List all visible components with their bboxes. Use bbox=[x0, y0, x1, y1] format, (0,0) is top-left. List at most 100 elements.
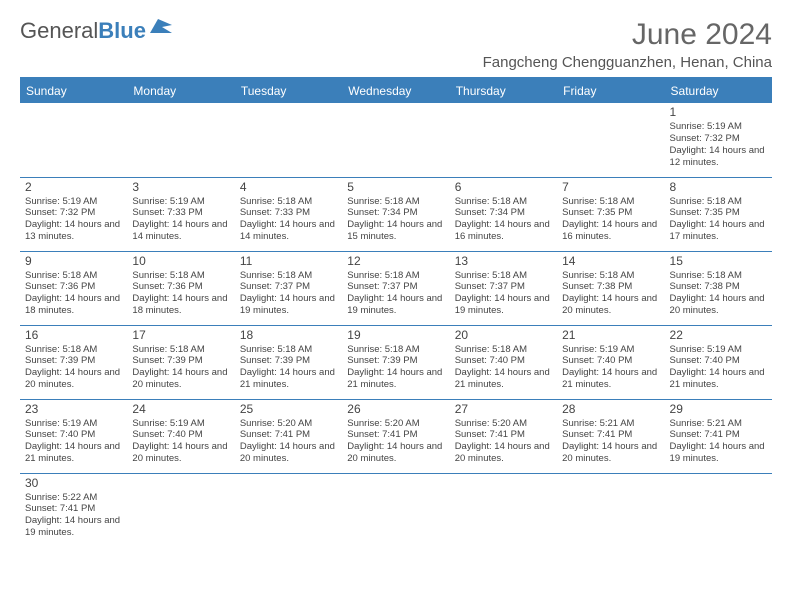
sunrise-line: Sunrise: 5:19 AM bbox=[562, 344, 659, 356]
daylight-line: Daylight: 14 hours and 18 minutes. bbox=[25, 293, 122, 317]
daylight-line: Daylight: 14 hours and 20 minutes. bbox=[25, 367, 122, 391]
calendar-cell: 30Sunrise: 5:22 AMSunset: 7:41 PMDayligh… bbox=[20, 473, 127, 547]
calendar-cell bbox=[342, 103, 449, 177]
day-number: 19 bbox=[347, 328, 444, 343]
sunrise-line: Sunrise: 5:18 AM bbox=[240, 196, 337, 208]
sunrise-line: Sunrise: 5:18 AM bbox=[562, 196, 659, 208]
daylight-line: Daylight: 14 hours and 20 minutes. bbox=[455, 441, 552, 465]
calendar-row: 30Sunrise: 5:22 AMSunset: 7:41 PMDayligh… bbox=[20, 473, 772, 547]
sunset-line: Sunset: 7:33 PM bbox=[240, 207, 337, 219]
daylight-line: Daylight: 14 hours and 21 minutes. bbox=[670, 367, 767, 391]
day-number: 8 bbox=[670, 180, 767, 195]
day-number: 18 bbox=[240, 328, 337, 343]
daylight-line: Daylight: 14 hours and 21 minutes. bbox=[240, 367, 337, 391]
calendar-cell: 20Sunrise: 5:18 AMSunset: 7:40 PMDayligh… bbox=[450, 325, 557, 399]
day-number: 14 bbox=[562, 254, 659, 269]
sunset-line: Sunset: 7:32 PM bbox=[25, 207, 122, 219]
title-block: June 2024 Fangcheng Chengguanzhen, Henan… bbox=[483, 18, 772, 71]
calendar-cell: 21Sunrise: 5:19 AMSunset: 7:40 PMDayligh… bbox=[557, 325, 664, 399]
daylight-line: Daylight: 14 hours and 20 minutes. bbox=[562, 441, 659, 465]
day-number: 23 bbox=[25, 402, 122, 417]
day-number: 22 bbox=[670, 328, 767, 343]
daylight-line: Daylight: 14 hours and 19 minutes. bbox=[25, 515, 122, 539]
daylight-line: Daylight: 14 hours and 20 minutes. bbox=[347, 441, 444, 465]
sunrise-line: Sunrise: 5:18 AM bbox=[455, 344, 552, 356]
calendar-cell: 16Sunrise: 5:18 AMSunset: 7:39 PMDayligh… bbox=[20, 325, 127, 399]
sunset-line: Sunset: 7:37 PM bbox=[347, 281, 444, 293]
day-number: 15 bbox=[670, 254, 767, 269]
daylight-line: Daylight: 14 hours and 20 minutes. bbox=[562, 293, 659, 317]
calendar-cell: 11Sunrise: 5:18 AMSunset: 7:37 PMDayligh… bbox=[235, 251, 342, 325]
flag-icon bbox=[150, 15, 176, 41]
sunrise-line: Sunrise: 5:18 AM bbox=[25, 270, 122, 282]
calendar-cell bbox=[557, 473, 664, 547]
sunset-line: Sunset: 7:33 PM bbox=[132, 207, 229, 219]
daylight-line: Daylight: 14 hours and 21 minutes. bbox=[455, 367, 552, 391]
sunset-line: Sunset: 7:34 PM bbox=[347, 207, 444, 219]
calendar-cell: 1Sunrise: 5:19 AMSunset: 7:32 PMDaylight… bbox=[665, 103, 772, 177]
day-number: 10 bbox=[132, 254, 229, 269]
day-number: 17 bbox=[132, 328, 229, 343]
calendar-cell: 4Sunrise: 5:18 AMSunset: 7:33 PMDaylight… bbox=[235, 177, 342, 251]
daylight-line: Daylight: 14 hours and 17 minutes. bbox=[670, 219, 767, 243]
daylight-line: Daylight: 14 hours and 19 minutes. bbox=[455, 293, 552, 317]
calendar-cell: 5Sunrise: 5:18 AMSunset: 7:34 PMDaylight… bbox=[342, 177, 449, 251]
sunrise-line: Sunrise: 5:18 AM bbox=[240, 344, 337, 356]
weekday-header: Sunday bbox=[20, 78, 127, 103]
calendar-cell bbox=[342, 473, 449, 547]
sunset-line: Sunset: 7:41 PM bbox=[25, 503, 122, 515]
calendar-cell bbox=[450, 103, 557, 177]
sunset-line: Sunset: 7:40 PM bbox=[670, 355, 767, 367]
calendar-cell: 26Sunrise: 5:20 AMSunset: 7:41 PMDayligh… bbox=[342, 399, 449, 473]
calendar-cell: 23Sunrise: 5:19 AMSunset: 7:40 PMDayligh… bbox=[20, 399, 127, 473]
calendar-cell: 22Sunrise: 5:19 AMSunset: 7:40 PMDayligh… bbox=[665, 325, 772, 399]
calendar-cell bbox=[20, 103, 127, 177]
sunset-line: Sunset: 7:39 PM bbox=[240, 355, 337, 367]
sunrise-line: Sunrise: 5:18 AM bbox=[670, 196, 767, 208]
day-number: 9 bbox=[25, 254, 122, 269]
day-number: 12 bbox=[347, 254, 444, 269]
day-number: 20 bbox=[455, 328, 552, 343]
sunset-line: Sunset: 7:41 PM bbox=[455, 429, 552, 441]
calendar-cell: 14Sunrise: 5:18 AMSunset: 7:38 PMDayligh… bbox=[557, 251, 664, 325]
sunrise-line: Sunrise: 5:19 AM bbox=[132, 418, 229, 430]
day-number: 4 bbox=[240, 180, 337, 195]
weekday-header: Monday bbox=[127, 78, 234, 103]
sunset-line: Sunset: 7:41 PM bbox=[240, 429, 337, 441]
logo-text-1: General bbox=[20, 18, 98, 44]
sunrise-line: Sunrise: 5:20 AM bbox=[347, 418, 444, 430]
weekday-header: Wednesday bbox=[342, 78, 449, 103]
sunset-line: Sunset: 7:36 PM bbox=[132, 281, 229, 293]
sunset-line: Sunset: 7:35 PM bbox=[562, 207, 659, 219]
sunrise-line: Sunrise: 5:18 AM bbox=[347, 344, 444, 356]
calendar-body: 1Sunrise: 5:19 AMSunset: 7:32 PMDaylight… bbox=[20, 103, 772, 547]
sunset-line: Sunset: 7:38 PM bbox=[562, 281, 659, 293]
sunset-line: Sunset: 7:40 PM bbox=[455, 355, 552, 367]
daylight-line: Daylight: 14 hours and 20 minutes. bbox=[240, 441, 337, 465]
calendar-cell: 6Sunrise: 5:18 AMSunset: 7:34 PMDaylight… bbox=[450, 177, 557, 251]
sunset-line: Sunset: 7:39 PM bbox=[347, 355, 444, 367]
calendar-cell bbox=[235, 473, 342, 547]
sunrise-line: Sunrise: 5:19 AM bbox=[25, 196, 122, 208]
calendar-cell bbox=[557, 103, 664, 177]
calendar-cell: 8Sunrise: 5:18 AMSunset: 7:35 PMDaylight… bbox=[665, 177, 772, 251]
sunset-line: Sunset: 7:41 PM bbox=[347, 429, 444, 441]
calendar-table: SundayMondayTuesdayWednesdayThursdayFrid… bbox=[20, 77, 772, 547]
sunrise-line: Sunrise: 5:18 AM bbox=[455, 270, 552, 282]
calendar-cell: 25Sunrise: 5:20 AMSunset: 7:41 PMDayligh… bbox=[235, 399, 342, 473]
weekday-header: Tuesday bbox=[235, 78, 342, 103]
sunrise-line: Sunrise: 5:21 AM bbox=[562, 418, 659, 430]
daylight-line: Daylight: 14 hours and 16 minutes. bbox=[562, 219, 659, 243]
weekday-header-row: SundayMondayTuesdayWednesdayThursdayFrid… bbox=[20, 78, 772, 103]
header: GeneralBlue June 2024 Fangcheng Chenggua… bbox=[20, 18, 772, 71]
weekday-header: Thursday bbox=[450, 78, 557, 103]
sunset-line: Sunset: 7:39 PM bbox=[25, 355, 122, 367]
calendar-cell bbox=[450, 473, 557, 547]
calendar-cell: 18Sunrise: 5:18 AMSunset: 7:39 PMDayligh… bbox=[235, 325, 342, 399]
daylight-line: Daylight: 14 hours and 21 minutes. bbox=[347, 367, 444, 391]
day-number: 1 bbox=[670, 105, 767, 120]
calendar-cell: 19Sunrise: 5:18 AMSunset: 7:39 PMDayligh… bbox=[342, 325, 449, 399]
month-title: June 2024 bbox=[483, 18, 772, 52]
calendar-cell: 17Sunrise: 5:18 AMSunset: 7:39 PMDayligh… bbox=[127, 325, 234, 399]
sunrise-line: Sunrise: 5:22 AM bbox=[25, 492, 122, 504]
